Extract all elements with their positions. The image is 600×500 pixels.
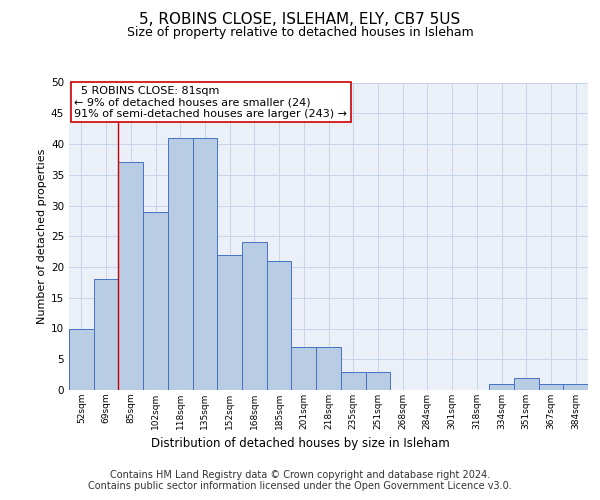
Bar [193, 138, 217, 390]
Bar [292, 347, 316, 390]
Bar [217, 254, 242, 390]
Bar [316, 347, 341, 390]
Bar [489, 384, 514, 390]
Bar [242, 242, 267, 390]
Bar [69, 328, 94, 390]
Bar [267, 261, 292, 390]
Text: 5 ROBINS CLOSE: 81sqm
← 9% of detached houses are smaller (24)
91% of semi-detac: 5 ROBINS CLOSE: 81sqm ← 9% of detached h… [74, 86, 347, 119]
Text: Distribution of detached houses by size in Isleham: Distribution of detached houses by size … [151, 438, 449, 450]
Bar [168, 138, 193, 390]
Text: Contains HM Land Registry data © Crown copyright and database right 2024.: Contains HM Land Registry data © Crown c… [110, 470, 490, 480]
Text: Contains public sector information licensed under the Open Government Licence v3: Contains public sector information licen… [88, 481, 512, 491]
Text: Size of property relative to detached houses in Isleham: Size of property relative to detached ho… [127, 26, 473, 39]
Bar [341, 372, 365, 390]
Bar [365, 372, 390, 390]
Y-axis label: Number of detached properties: Number of detached properties [37, 148, 47, 324]
Bar [118, 162, 143, 390]
Bar [539, 384, 563, 390]
Bar [514, 378, 539, 390]
Bar [143, 212, 168, 390]
Text: 5, ROBINS CLOSE, ISLEHAM, ELY, CB7 5US: 5, ROBINS CLOSE, ISLEHAM, ELY, CB7 5US [139, 12, 461, 28]
Bar [94, 280, 118, 390]
Bar [563, 384, 588, 390]
